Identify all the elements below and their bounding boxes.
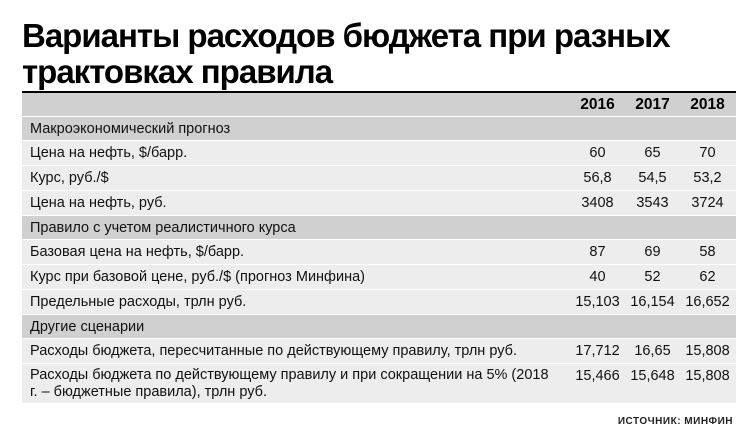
column-header-2018: 2018	[690, 95, 725, 113]
cell-2017: 16,65	[634, 343, 671, 359]
table-row: Цена на нефть, $/барр. 60 65 70	[22, 141, 736, 166]
cell-2018: 62	[699, 269, 716, 285]
table-header-row: 2016 2017 2018	[22, 91, 736, 117]
cell-2018: 3724	[691, 195, 724, 211]
table-row: Базовая цена на нефть, $/барр. 87 69 58	[22, 240, 736, 265]
row-label: Базовая цена на нефть, $/барр.	[30, 244, 245, 260]
cell-2016: 60	[589, 145, 606, 161]
cell-2016: 17,712	[575, 343, 620, 359]
table-row: Расходы бюджета по действующему правилу …	[22, 364, 736, 404]
cell-2016: 40	[589, 269, 606, 285]
cell-2018: 15,808	[685, 368, 730, 384]
cell-2017: 54,5	[638, 170, 667, 186]
section-label: Правило с учетом реалистичного курса	[30, 219, 296, 236]
cell-2016: 56,8	[583, 170, 612, 186]
table-row: Расходы бюджета, пересчитанные по действ…	[22, 339, 736, 364]
cell-2018: 15,808	[685, 343, 730, 359]
row-label: Курс при базовой цене, руб./$ (прогноз М…	[30, 269, 365, 285]
table-row: Предельные расходы, трлн руб. 15,103 16,…	[22, 290, 736, 315]
cell-2016: 15,103	[575, 294, 620, 310]
cell-2018: 58	[699, 244, 716, 260]
column-header-2016: 2016	[580, 95, 615, 113]
cell-2018: 16,652	[685, 294, 730, 310]
row-label: Цена на нефть, руб.	[30, 195, 167, 211]
row-label: Расходы бюджета, пересчитанные по действ…	[30, 343, 517, 359]
section-row-other-scenarios: Другие сценарии	[22, 315, 736, 339]
section-label: Другие сценарии	[30, 318, 145, 335]
cell-2016: 15,466	[575, 368, 620, 384]
cell-2016: 3408	[581, 195, 614, 211]
chart-title: Варианты расходов бюджета при разных тра…	[22, 17, 671, 90]
row-label: Цена на нефть, $/барр.	[30, 145, 188, 161]
cell-2017: 52	[644, 269, 661, 285]
cell-2018: 70	[699, 145, 716, 161]
cell-2017: 3543	[636, 195, 669, 211]
table-row: Курс, руб./$ 56,8 54,5 53,2	[22, 166, 736, 191]
row-label: Расходы бюджета по действующему правилу …	[30, 366, 549, 400]
section-label: Макроэкономический прогноз	[30, 120, 231, 137]
cell-2016: 87	[589, 244, 606, 260]
cell-2017: 16,154	[630, 294, 675, 310]
cell-2017: 65	[644, 145, 661, 161]
cell-2018: 53,2	[693, 170, 722, 186]
row-label: Предельные расходы, трлн руб.	[30, 294, 247, 310]
table-row: Курс при базовой цене, руб./$ (прогноз М…	[22, 265, 736, 290]
source-note: ИСТОЧНИК: МИНФИН	[617, 416, 733, 427]
cell-2017: 15,648	[630, 368, 675, 384]
table-row: Цена на нефть, руб. 3408 3543 3724	[22, 191, 736, 216]
budget-table: 2016 2017 2018 Макроэкономический прогно…	[22, 91, 736, 404]
cell-2017: 69	[644, 244, 661, 260]
section-row-realistic-rate: Правило с учетом реалистичного курса	[22, 216, 736, 240]
section-row-macro: Макроэкономический прогноз	[22, 117, 736, 141]
row-label: Курс, руб./$	[30, 170, 109, 186]
column-header-2017: 2017	[635, 95, 670, 113]
